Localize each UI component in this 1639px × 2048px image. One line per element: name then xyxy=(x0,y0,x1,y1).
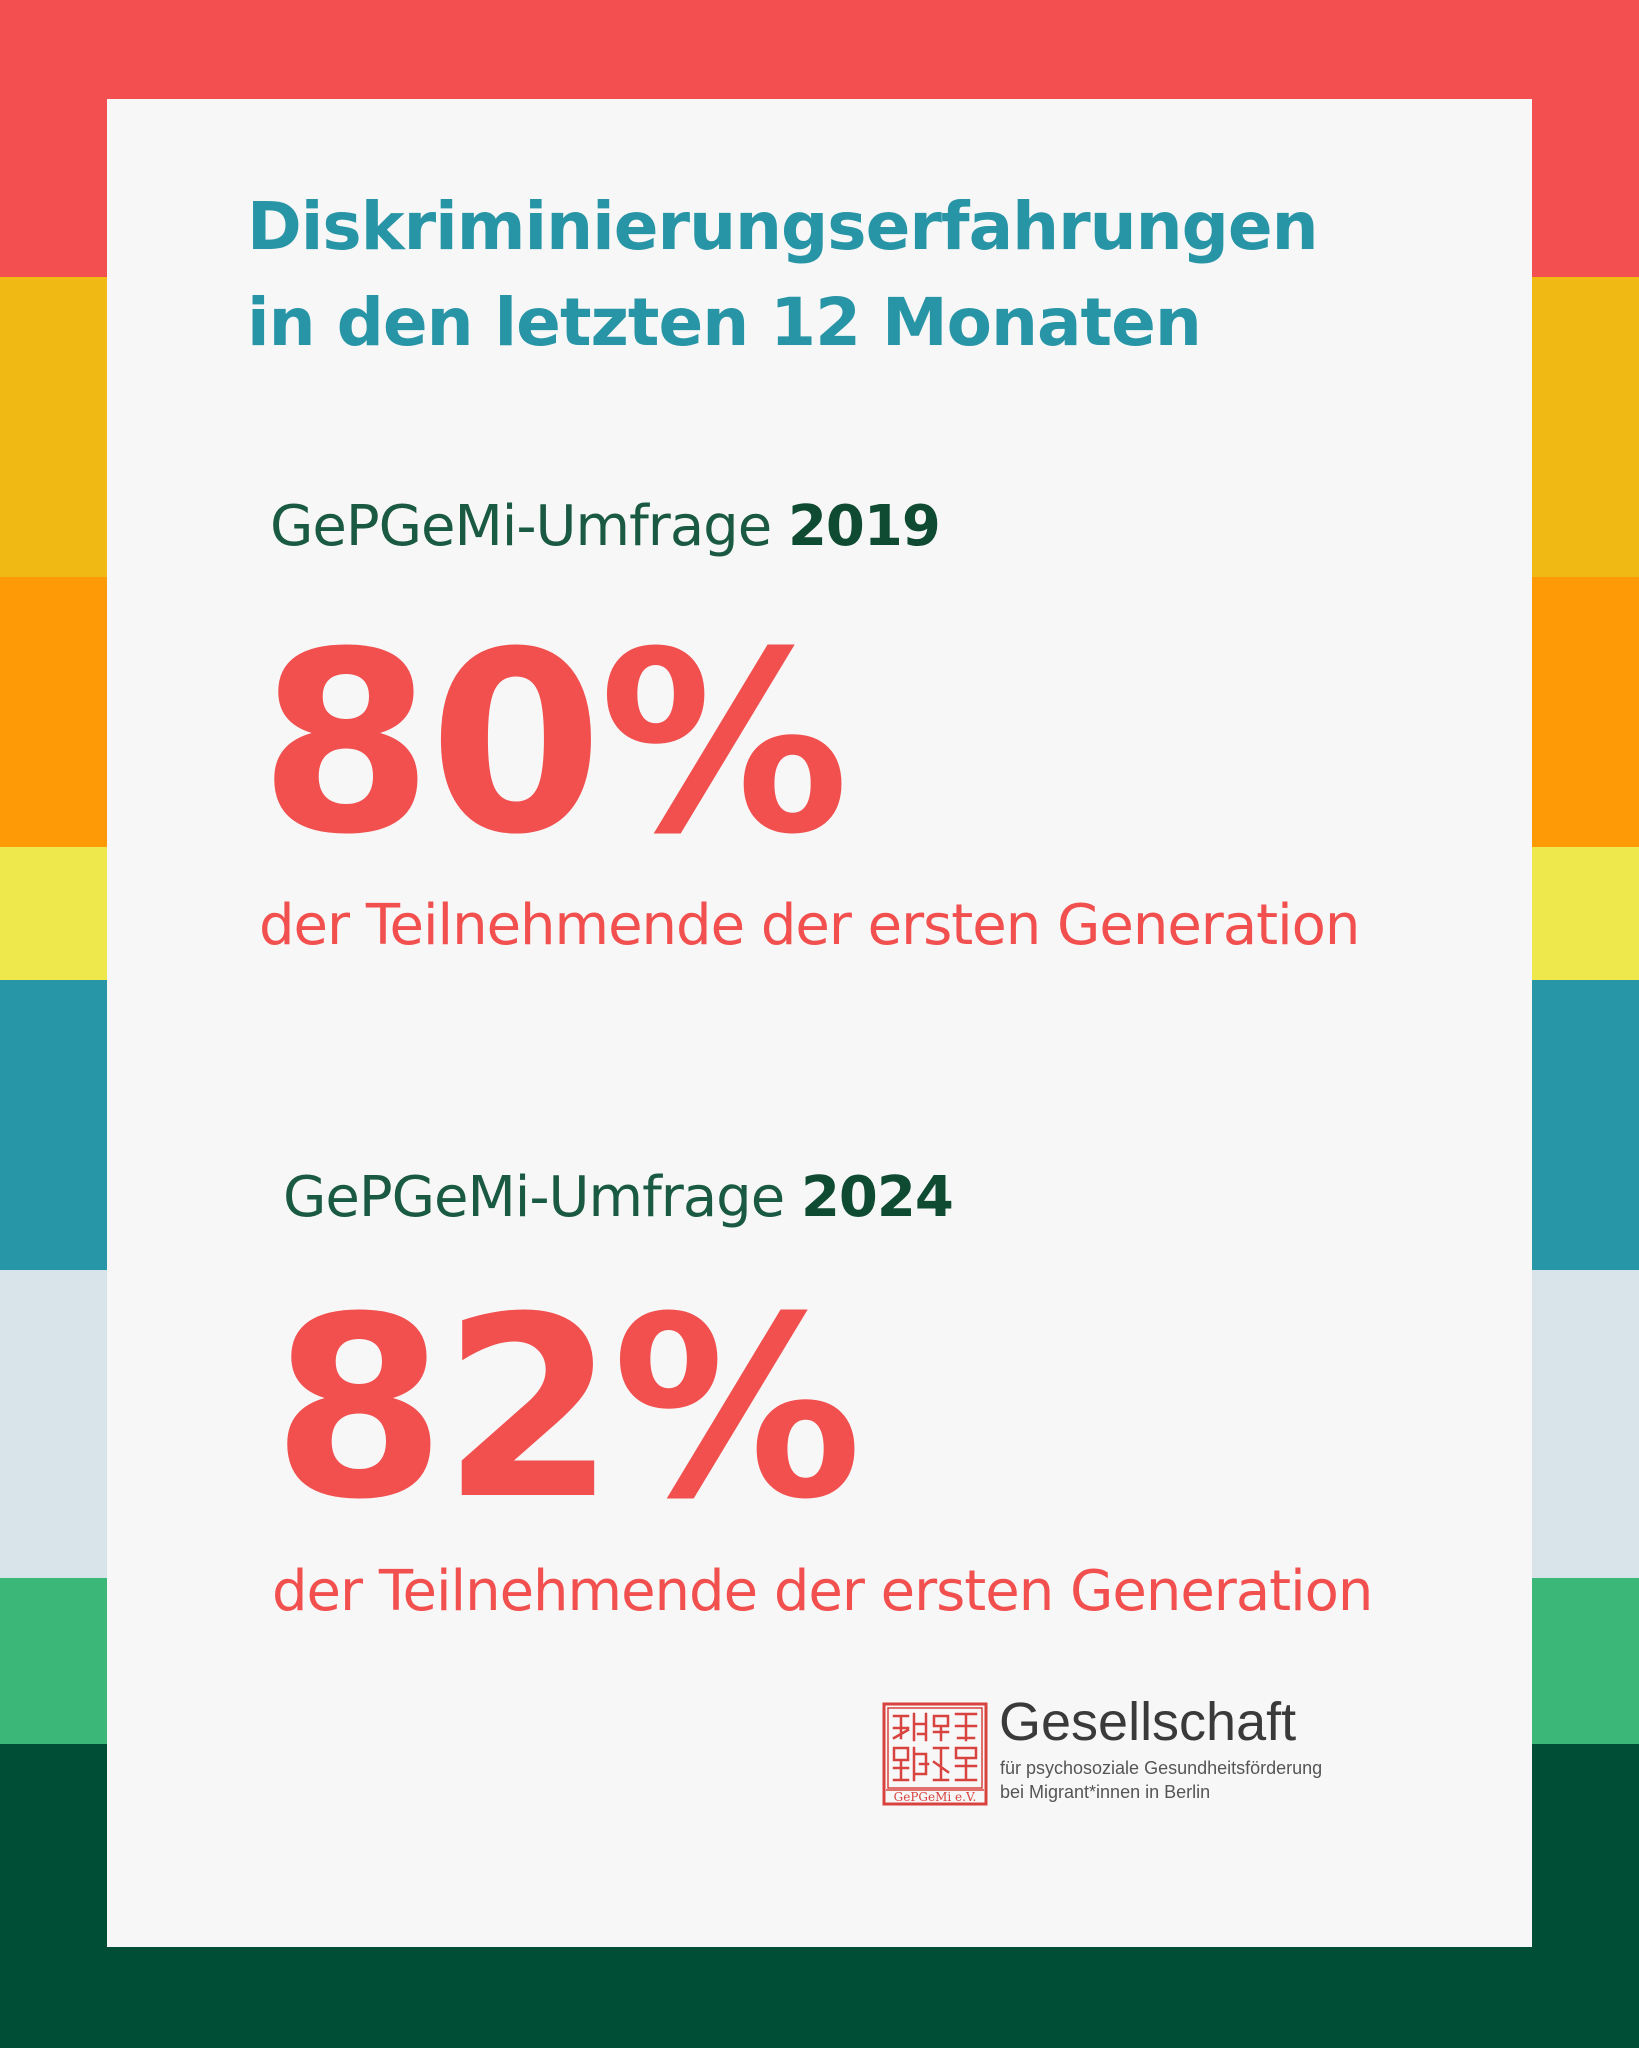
organization-subtitle-line-1: für psychosoziale Gesundheitsförderung xyxy=(1000,1758,1323,1778)
title-line-2: in den letzten 12 Monaten xyxy=(247,284,1202,361)
seal-stamp-icon: GePGeMi e.V. xyxy=(882,1702,988,1806)
organization-name: Gesellschaft xyxy=(999,1692,1297,1752)
organization-subtitle-line-2: bei Migrant*innen in Berlin xyxy=(1000,1782,1211,1802)
survey-2019-label: GePGeMi-Umfrage xyxy=(270,494,772,559)
content-card: Diskriminierungserfahrungen in den letzt… xyxy=(107,99,1532,1947)
survey-2019-year: 2019 xyxy=(787,494,941,559)
survey-2024-heading: GePGeMi-Umfrage 2024 xyxy=(283,1163,954,1233)
survey-2024-year: 2024 xyxy=(800,1165,954,1230)
survey-2024-percentage: 82% xyxy=(272,1263,862,1554)
survey-2024-label: GePGeMi-Umfrage xyxy=(283,1165,785,1230)
svg-text:GePGeMi e.V.: GePGeMi e.V. xyxy=(894,1790,977,1804)
survey-2024-description: der Teilnehmende der ersten Generation xyxy=(272,1559,1373,1624)
survey-2019-heading: GePGeMi-Umfrage 2019 xyxy=(270,492,941,562)
survey-2019-percentage: 80% xyxy=(259,598,849,889)
survey-2019-description: der Teilnehmende der ersten Generation xyxy=(259,893,1360,958)
title-line-1: Diskriminierungserfahrungen xyxy=(247,188,1319,265)
page-title: Diskriminierungserfahrungen in den letzt… xyxy=(247,179,1447,371)
organization-logo: GePGeMi e.V. Gesellschaft für psychosozi… xyxy=(882,1692,1402,1810)
